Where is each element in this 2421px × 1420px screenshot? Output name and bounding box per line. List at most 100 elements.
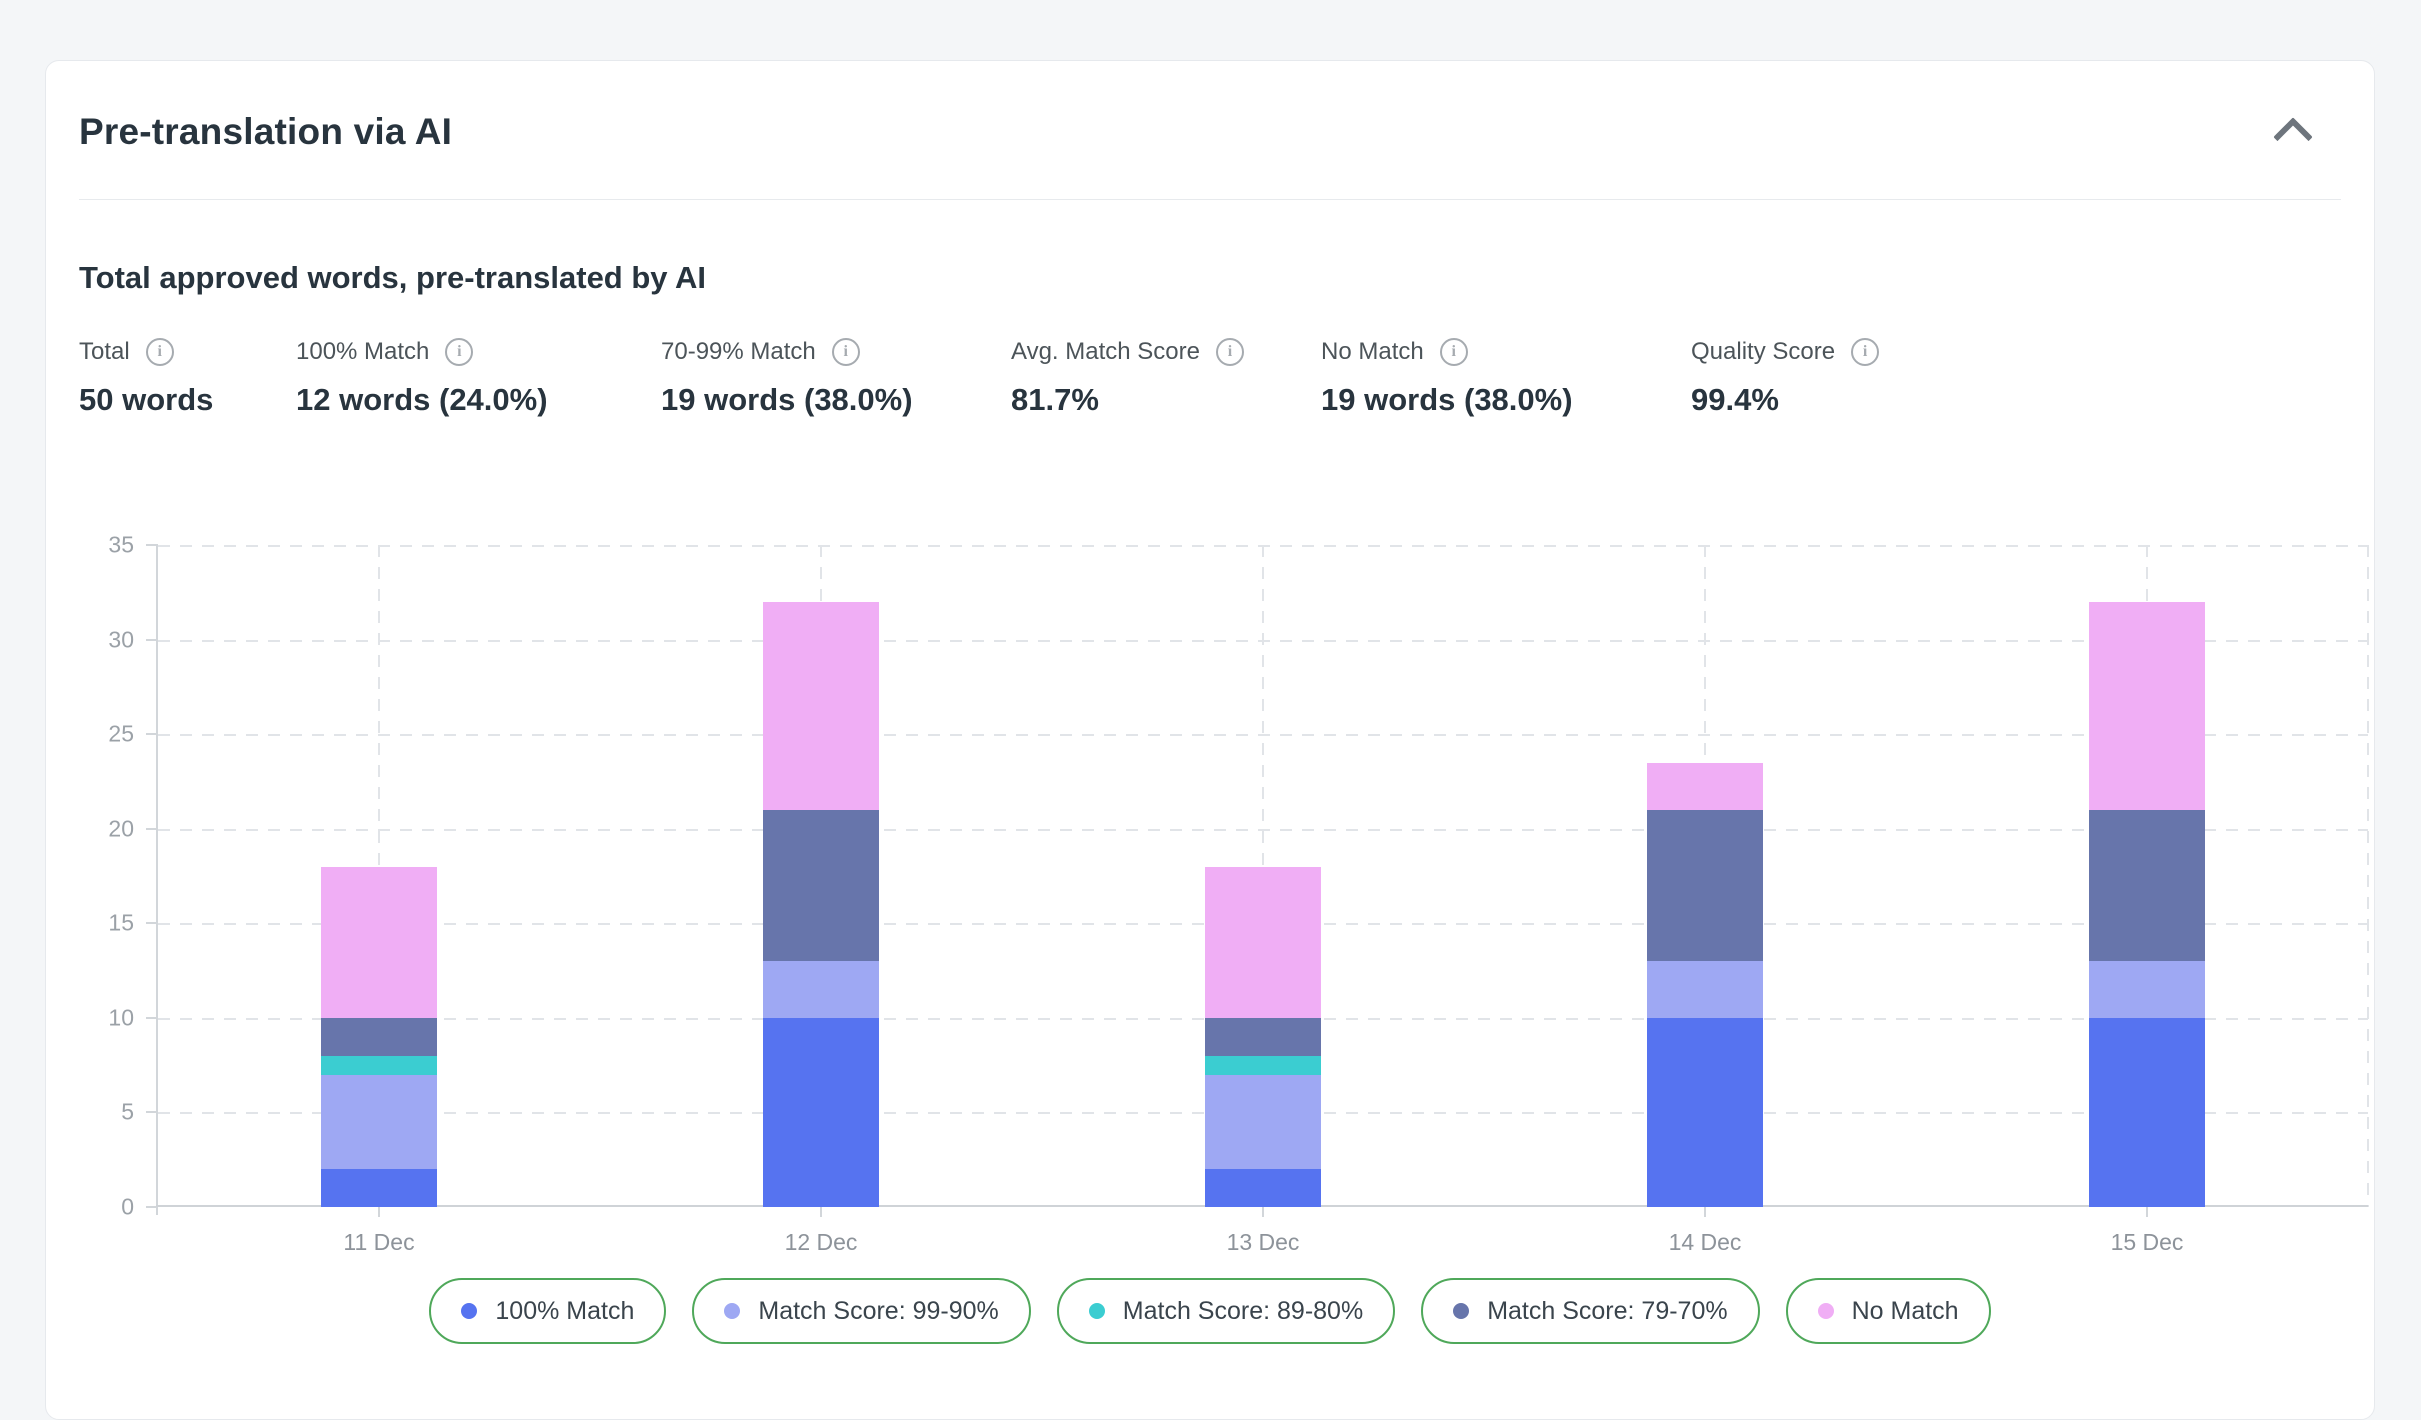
stats-row: Total i 50 words 100% Match i 12 words (… <box>79 338 2341 418</box>
y-axis-label: 15 <box>108 909 134 936</box>
gridline-vertical <box>2367 545 2369 1207</box>
stat-label-text: Quality Score <box>1691 338 1836 365</box>
chevron-up-icon <box>2273 117 2313 157</box>
stat-label: Quality Score i <box>1691 338 1880 366</box>
bar-segment[interactable] <box>321 1169 437 1207</box>
pretranslation-card: Pre-translation via AI Total approved wo… <box>45 60 2375 1420</box>
bar-segment[interactable] <box>321 1017 437 1056</box>
bar-segment[interactable] <box>321 866 437 1018</box>
y-axis-tick <box>146 1111 158 1114</box>
legend-item[interactable]: Match Score: 89-80% <box>1056 1278 1396 1344</box>
bar-segment[interactable] <box>2089 1017 2205 1207</box>
x-axis-tick <box>820 1207 822 1217</box>
legend-label: 100% Match <box>495 1296 635 1325</box>
stacked-bar-chart-plot-area: 0 5 10 15 20 25 30 35 11 Dec 12 Dec 13 Dec 14 Dec 15… <box>108 532 2369 1255</box>
y-axis-tick <box>146 827 158 830</box>
info-icon[interactable]: i <box>445 338 474 366</box>
legend-label: Match Score: 79-70% <box>1487 1296 1728 1325</box>
stat-label: 100% Match i <box>296 338 661 366</box>
stat-no-match: No Match i 19 words (38.0%) <box>1321 338 1691 418</box>
bar-segment[interactable] <box>763 809 879 962</box>
chart-legend: 100% Match Match Score: 99-90% Match Score… <box>46 1278 2374 1344</box>
bar-segment[interactable] <box>1647 762 1763 810</box>
stat-label: No Match i <box>1321 338 1691 366</box>
page-background: { "card": { "title": "Pre-translation vi… <box>45 60 2375 1420</box>
x-axis-tick <box>1262 1207 1264 1217</box>
stat-value: 81.7% <box>1011 382 1099 417</box>
stat-value: 19 words (38.0%) <box>1321 382 1573 417</box>
stat-label-text: Avg. Match Score <box>1011 338 1200 365</box>
x-axis-label: 15 Dec <box>2110 1229 2184 1255</box>
y-axis-label: 30 <box>108 626 134 653</box>
legend-dot-icon <box>461 1303 478 1319</box>
legend-dot-icon <box>1088 1303 1105 1319</box>
stat-value: 50 words <box>79 382 214 417</box>
stat-total: Total i 50 words <box>79 338 296 418</box>
legend-item[interactable]: No Match <box>1785 1278 1991 1344</box>
y-axis-tick <box>146 733 158 736</box>
legend-item[interactable]: Match Score: 79-70% <box>1421 1278 1760 1344</box>
y-axis-line <box>156 545 158 1215</box>
stat-quality-score: Quality Score i 99.4% <box>1691 338 1880 418</box>
bar-segment[interactable] <box>1205 866 1321 1018</box>
x-axis-label: 13 Dec <box>1226 1229 1300 1255</box>
legend-dot-icon <box>1453 1303 1470 1319</box>
x-axis-tick <box>1704 1207 1706 1217</box>
bar-segment[interactable] <box>1205 1169 1321 1207</box>
bar-segment[interactable] <box>1647 809 1763 962</box>
stat-label-text: Total <box>79 338 130 365</box>
bar-segment[interactable] <box>763 1017 879 1207</box>
y-axis-label: 25 <box>108 720 134 747</box>
info-icon[interactable]: i <box>831 338 860 366</box>
bar-segment[interactable] <box>321 1074 437 1170</box>
x-axis-tick <box>378 1207 380 1217</box>
bar-segment[interactable] <box>321 1055 437 1075</box>
stat-avg-match-score: Avg. Match Score i 81.7% <box>1011 338 1321 418</box>
x-axis-label: 12 Dec <box>784 1229 858 1255</box>
y-axis-label: 20 <box>108 815 134 842</box>
collapse-button[interactable] <box>2273 107 2313 157</box>
y-axis-tick <box>146 544 158 546</box>
card-title: Pre-translation via AI <box>79 111 453 152</box>
info-icon[interactable]: i <box>1851 338 1880 366</box>
info-icon[interactable]: i <box>1215 338 1244 366</box>
y-axis-tick <box>146 1206 158 1208</box>
bar-segment[interactable] <box>1647 961 1763 1018</box>
stat-value: 19 words (38.0%) <box>661 382 913 417</box>
stat-70-99-match: 70-99% Match i 19 words (38.0%) <box>661 338 1011 418</box>
stat-label: Avg. Match Score i <box>1011 338 1321 366</box>
info-icon[interactable]: i <box>1439 338 1468 366</box>
y-axis-label: 0 <box>121 1193 134 1220</box>
stat-label-text: 70-99% Match <box>661 338 816 365</box>
stat-label: 70-99% Match i <box>661 338 1011 366</box>
y-axis-tick <box>146 638 158 641</box>
legend-dot-icon <box>1817 1303 1834 1319</box>
legend-item[interactable]: Match Score: 99-90% <box>692 1278 1031 1344</box>
x-axis-label: 14 Dec <box>1668 1229 1742 1255</box>
header-divider <box>79 199 2341 200</box>
bar-segment[interactable] <box>2089 601 2205 810</box>
stat-value: 12 words (24.0%) <box>296 382 548 417</box>
y-axis-tick <box>146 1016 158 1019</box>
info-icon[interactable]: i <box>145 338 174 366</box>
legend-item[interactable]: 100% Match <box>429 1278 667 1344</box>
y-axis-label: 35 <box>108 531 134 558</box>
x-axis-label: 11 Dec <box>343 1229 415 1255</box>
section-title: Total approved words, pre-translated by … <box>79 260 706 295</box>
legend-label: Match Score: 99-90% <box>758 1296 999 1325</box>
bar-segment[interactable] <box>1647 1017 1763 1207</box>
legend-dot-icon <box>724 1303 741 1319</box>
stat-label-text: 100% Match <box>296 338 430 365</box>
bar-segment[interactable] <box>2089 961 2205 1018</box>
bar-segment[interactable] <box>2089 809 2205 962</box>
stat-100-match: 100% Match i 12 words (24.0%) <box>296 338 661 418</box>
bar-segment[interactable] <box>1205 1074 1321 1170</box>
bar-segment[interactable] <box>763 601 879 810</box>
stat-label: Total i <box>79 338 296 366</box>
bar-segment[interactable] <box>1205 1017 1321 1056</box>
legend-label: No Match <box>1851 1296 1959 1325</box>
bar-segment[interactable] <box>763 961 879 1018</box>
bar-segment[interactable] <box>1205 1055 1321 1075</box>
y-axis-tick <box>146 922 158 925</box>
y-axis-label: 5 <box>121 1098 134 1125</box>
